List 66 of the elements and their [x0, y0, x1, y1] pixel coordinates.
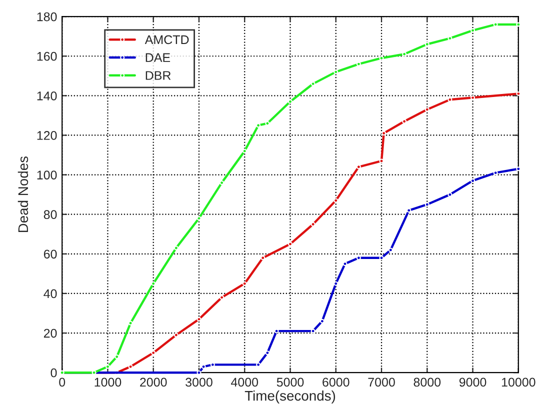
x-tick-label: 6000 — [322, 378, 350, 387]
point — [256, 123, 261, 128]
point — [424, 202, 430, 207]
point — [196, 316, 202, 322]
point — [310, 328, 316, 334]
y-tick-label: 20 — [44, 328, 57, 338]
point — [379, 56, 384, 60]
x-tick-label: 9000 — [459, 378, 486, 387]
y-tick-label: 180 — [37, 12, 57, 22]
point — [242, 281, 247, 286]
x-tick-label: 10000 — [502, 378, 536, 387]
point — [320, 318, 324, 324]
point — [288, 99, 293, 104]
y-tick-label: 80 — [44, 210, 57, 220]
x-tick-label: 2000 — [140, 378, 167, 387]
point — [402, 119, 407, 124]
point — [105, 364, 110, 369]
y-axis-title: Dead Nodes — [18, 156, 28, 232]
y-tick-label: 40 — [44, 289, 57, 298]
x-tick-label: 3000 — [186, 378, 212, 387]
point — [260, 256, 266, 260]
x-tick-label: 0 — [59, 378, 66, 387]
point — [470, 28, 476, 33]
point — [342, 262, 348, 266]
point — [220, 180, 224, 185]
point — [174, 332, 178, 338]
y-tick-label: 160 — [37, 52, 57, 61]
point — [382, 131, 386, 136]
point — [334, 198, 338, 203]
point — [448, 192, 452, 197]
y-tick-label: 60 — [44, 250, 57, 259]
point — [493, 170, 498, 176]
point — [388, 248, 393, 252]
point — [128, 320, 133, 326]
point — [288, 242, 293, 246]
point — [379, 256, 384, 260]
point — [424, 107, 430, 112]
x-tick-label: 1000 — [94, 378, 122, 387]
point — [151, 281, 156, 286]
point — [402, 52, 407, 56]
x-tick-label: 5000 — [276, 378, 304, 387]
point — [196, 216, 202, 221]
point — [310, 222, 316, 227]
point — [265, 350, 270, 356]
legend-label: DAE — [146, 53, 170, 62]
point — [151, 350, 156, 356]
point — [174, 246, 178, 250]
y-tick-label: 0 — [50, 368, 57, 378]
point — [356, 164, 361, 170]
legend-label: DBR — [146, 71, 171, 80]
point — [334, 281, 338, 286]
y-tick-label: 140 — [37, 91, 57, 100]
point — [334, 70, 338, 74]
y-tick-label: 100 — [37, 170, 57, 180]
y-tick-label: 120 — [37, 131, 57, 140]
point — [242, 148, 247, 154]
x-tick-label: 4000 — [231, 378, 258, 387]
point — [406, 208, 412, 213]
point — [128, 364, 133, 369]
x-tick-label: 7000 — [368, 378, 395, 387]
point — [114, 354, 120, 360]
legend-label: AMCTD — [144, 35, 189, 44]
point — [310, 82, 316, 86]
x-axis-title: Time(seconds) — [244, 390, 336, 404]
x-tick-label: 8000 — [414, 378, 441, 387]
point — [220, 295, 224, 300]
